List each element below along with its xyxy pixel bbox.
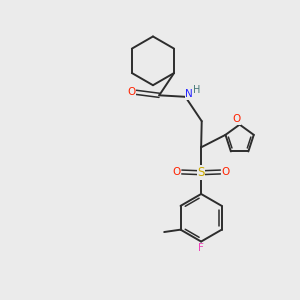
Text: S: S — [197, 166, 205, 179]
Text: N: N — [185, 89, 193, 99]
Text: O: O — [232, 114, 240, 124]
Text: F: F — [198, 243, 204, 253]
Text: O: O — [221, 167, 230, 177]
Text: O: O — [128, 87, 136, 97]
Text: O: O — [172, 167, 181, 177]
Text: H: H — [193, 85, 200, 95]
